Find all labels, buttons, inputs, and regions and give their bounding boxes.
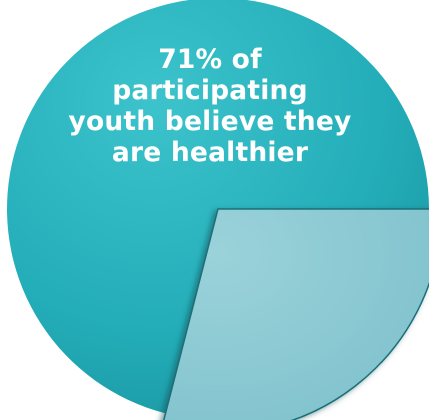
pie-annotation: 71% of participating youth believe they … [60, 44, 360, 168]
annotation-line-2: participating [112, 75, 308, 106]
annotation-line-3: youth believe they [68, 106, 352, 137]
pie-slice-major [7, 0, 429, 414]
pie-slice-minor [163, 208, 429, 420]
annotation-line-4: are healthier [111, 137, 309, 168]
annotation-line-1: 71% of [158, 44, 262, 75]
